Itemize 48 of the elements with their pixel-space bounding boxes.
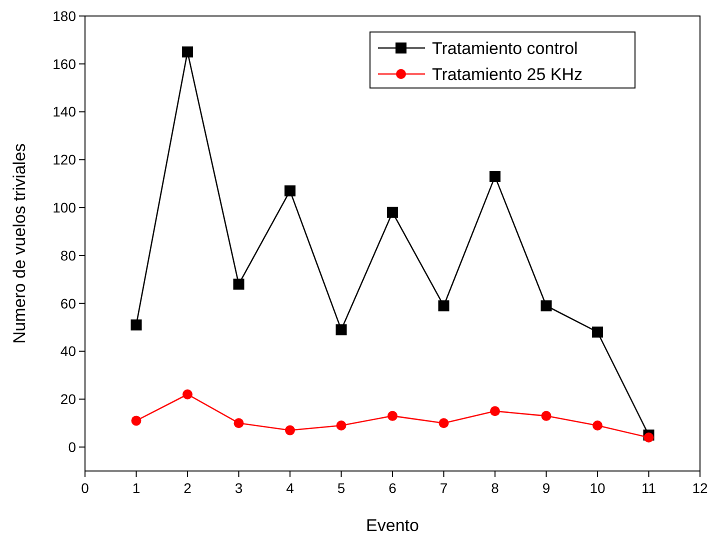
- x-tick-label: 3: [234, 480, 243, 496]
- point: [438, 300, 450, 312]
- legend-label: Tratamiento 25 KHz: [432, 64, 583, 84]
- point: [233, 278, 244, 290]
- y-tick-label: 100: [52, 199, 76, 216]
- legend-label: Tratamiento control: [432, 38, 578, 58]
- point: [490, 170, 500, 182]
- x-tick-label: 6: [388, 480, 397, 496]
- y-tick-label: 80: [60, 247, 76, 264]
- y-tick-label: 160: [52, 56, 76, 72]
- x-tick-label: 2: [184, 480, 192, 496]
- point: [131, 416, 142, 426]
- x-tick-label: 9: [542, 480, 550, 496]
- x-tick-label: 7: [440, 480, 448, 496]
- point: [336, 420, 346, 430]
- y-tick-label: 60: [60, 295, 76, 312]
- x-tick-label: 12: [692, 480, 708, 496]
- point: [592, 326, 603, 338]
- point: [540, 300, 552, 312]
- point: [387, 206, 398, 218]
- y-tick-label: 20: [60, 391, 76, 408]
- point: [490, 406, 500, 416]
- y-tick-label: 40: [60, 343, 76, 360]
- point: [130, 319, 142, 330]
- x-tick-label: 1: [132, 480, 140, 496]
- point: [438, 418, 449, 428]
- y-tick-label: 0: [68, 438, 76, 455]
- point: [592, 420, 602, 430]
- point: [336, 324, 347, 336]
- x-tick-label: 4: [286, 480, 294, 496]
- x-tick-label: 0: [81, 480, 90, 496]
- point: [182, 389, 192, 400]
- point: [644, 432, 654, 442]
- x-tick-label: 5: [337, 480, 346, 496]
- point: [541, 410, 552, 421]
- point: [234, 418, 244, 428]
- point: [284, 185, 296, 196]
- point: [182, 46, 193, 58]
- x-axis-title: Evento: [366, 516, 419, 535]
- y-tick-label: 120: [52, 152, 76, 168]
- y-tick-label: 180: [52, 8, 76, 24]
- point: [285, 425, 295, 436]
- y-axis-title: Numero de vuelos triviales: [10, 143, 29, 344]
- point: [388, 410, 398, 421]
- x-tick-label: 11: [641, 480, 656, 496]
- y-tick-label: 140: [52, 104, 76, 120]
- x-tick-label: 10: [590, 480, 606, 496]
- x-tick-label: 8: [491, 480, 500, 496]
